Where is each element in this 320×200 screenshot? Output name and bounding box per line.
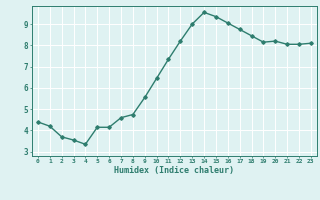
X-axis label: Humidex (Indice chaleur): Humidex (Indice chaleur) (115, 166, 234, 175)
